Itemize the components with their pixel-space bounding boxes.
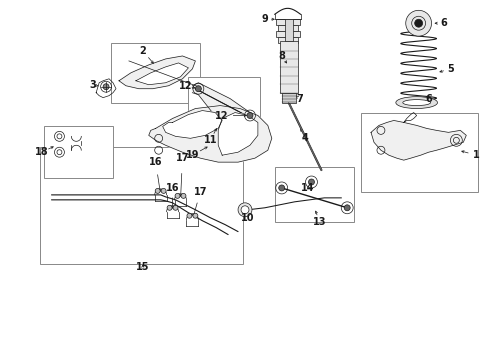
- Bar: [278, 37, 297, 43]
- Ellipse shape: [403, 100, 431, 105]
- Circle shape: [173, 205, 178, 210]
- Text: 3: 3: [90, 80, 97, 90]
- Circle shape: [187, 213, 192, 218]
- Text: 12: 12: [216, 111, 229, 121]
- Circle shape: [181, 193, 186, 198]
- Bar: [40, 147, 243, 264]
- Bar: [276, 19, 299, 25]
- Circle shape: [196, 86, 201, 92]
- Text: 16: 16: [149, 157, 163, 167]
- Polygon shape: [193, 83, 252, 122]
- Text: 7: 7: [296, 94, 303, 104]
- Text: 6: 6: [440, 18, 447, 28]
- Text: 11: 11: [203, 135, 217, 145]
- Bar: [44, 126, 113, 178]
- Polygon shape: [163, 111, 222, 138]
- Circle shape: [406, 10, 432, 36]
- Text: 17: 17: [176, 153, 189, 163]
- Circle shape: [279, 185, 285, 191]
- Bar: [285, 19, 293, 41]
- Bar: [276, 31, 299, 37]
- Text: 15: 15: [136, 262, 149, 272]
- Circle shape: [103, 84, 109, 90]
- Circle shape: [193, 213, 198, 218]
- Text: 16: 16: [166, 183, 179, 193]
- Text: 2: 2: [140, 46, 146, 56]
- Polygon shape: [149, 105, 272, 162]
- Text: 17: 17: [194, 187, 207, 197]
- Circle shape: [415, 19, 422, 27]
- Text: 1: 1: [473, 150, 480, 160]
- Polygon shape: [218, 113, 258, 155]
- Polygon shape: [371, 121, 466, 160]
- Circle shape: [167, 205, 172, 210]
- Circle shape: [241, 206, 249, 214]
- Circle shape: [344, 205, 350, 211]
- Text: 13: 13: [313, 217, 326, 227]
- Circle shape: [161, 188, 166, 193]
- Text: 10: 10: [241, 213, 255, 223]
- Bar: [189, 77, 260, 138]
- Circle shape: [309, 179, 315, 185]
- Text: 19: 19: [186, 150, 199, 160]
- Circle shape: [175, 193, 180, 198]
- Text: 14: 14: [301, 183, 314, 193]
- Polygon shape: [136, 63, 189, 85]
- Text: 5: 5: [447, 64, 454, 74]
- Text: 18: 18: [35, 147, 49, 157]
- Bar: [282, 93, 295, 103]
- Text: 12: 12: [179, 81, 192, 91]
- Text: 4: 4: [301, 133, 308, 143]
- Circle shape: [238, 203, 252, 217]
- Bar: [280, 41, 297, 93]
- Text: 6: 6: [425, 94, 432, 104]
- Bar: [278, 25, 297, 31]
- Text: 8: 8: [278, 51, 285, 61]
- Bar: [111, 43, 200, 103]
- Bar: [275, 167, 354, 222]
- Circle shape: [155, 188, 160, 193]
- Bar: [361, 113, 478, 192]
- Polygon shape: [119, 56, 196, 89]
- Text: 9: 9: [262, 14, 268, 24]
- Ellipse shape: [396, 96, 438, 109]
- Circle shape: [247, 113, 253, 118]
